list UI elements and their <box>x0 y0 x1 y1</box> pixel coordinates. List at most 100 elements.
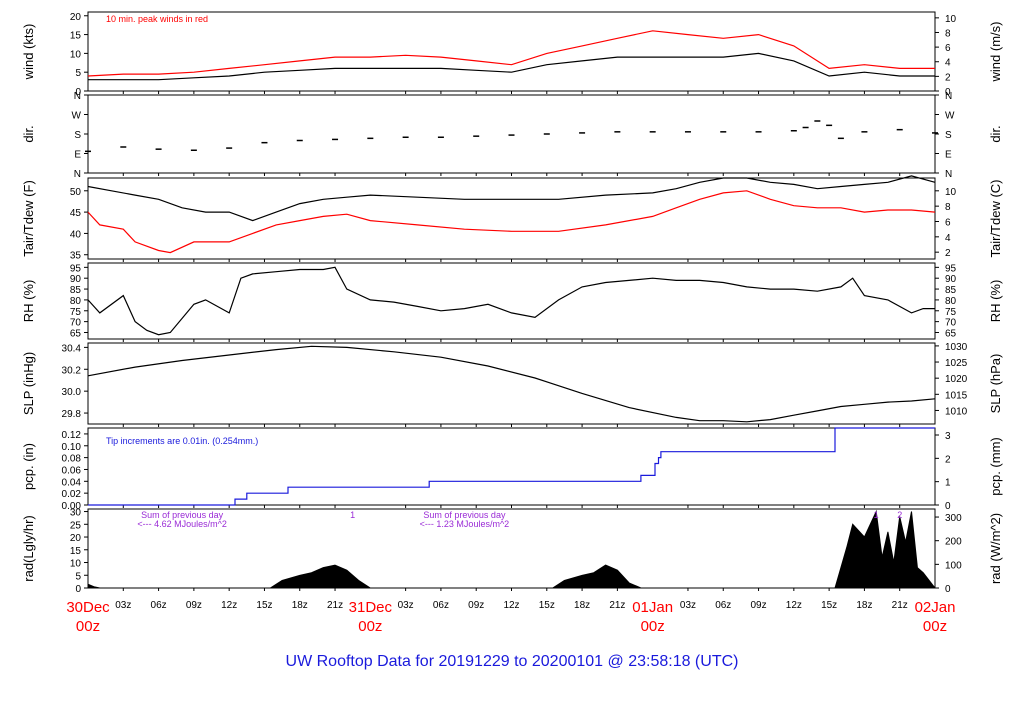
x-tick-label: 12z <box>503 600 519 611</box>
right-tick-label: 1030 <box>945 342 968 353</box>
right-tick-label: E <box>945 150 952 161</box>
left-tick-label: 20 <box>70 533 82 544</box>
series-wind-1 <box>87 30 935 77</box>
left-tick-label: 30 <box>70 508 82 519</box>
series-wind-0 <box>88 52 935 81</box>
left-tick-label: 0.00 <box>62 501 82 512</box>
right-tick-label: 0 <box>945 584 951 595</box>
left-tick-label: E <box>74 150 81 161</box>
left-tick-label: 0.10 <box>62 442 82 453</box>
left-tick-label: 0.04 <box>62 477 82 488</box>
x-tick-label: 03z <box>398 600 414 611</box>
ylabel-left: pcp. (in) <box>21 443 36 490</box>
left-tick-label: 80 <box>70 296 82 307</box>
right-tick-label: 1025 <box>945 358 968 369</box>
panel-frame <box>87 262 936 340</box>
x-tick-label: 21z <box>609 600 625 611</box>
right-tick-label: 65 <box>945 328 957 339</box>
left-tick-label: 0.12 <box>62 430 82 441</box>
day-date-label: 30Dec <box>66 599 110 616</box>
day-time-label: 00z <box>358 618 382 635</box>
x-tick-label: 09z <box>468 600 484 611</box>
right-tick-label: 6 <box>945 43 951 54</box>
right-tick-label: 2 <box>945 248 951 259</box>
left-tick-label: 75 <box>70 307 82 318</box>
right-tick-label: 4 <box>945 233 951 244</box>
left-tick-label: 45 <box>70 208 82 219</box>
left-tick-label: 5 <box>75 68 81 79</box>
x-tick-label: 09z <box>750 600 766 611</box>
left-tick-label: 15 <box>70 31 82 42</box>
day-time-label: 00z <box>76 618 100 635</box>
rad-annotation: <--- 1.23 MJoules/m^2 <box>420 519 510 529</box>
panel-pcp: 0.000.020.040.060.080.100.12 0 1 2 3 pcp. (in… <box>21 427 1003 512</box>
left-tick-label: 0.06 <box>62 465 82 476</box>
right-tick-label: 1015 <box>945 390 968 401</box>
x-tick-label: 09z <box>186 600 202 611</box>
left-tick-label: 85 <box>70 285 82 296</box>
right-tick-label: 0 <box>945 87 951 98</box>
x-tick-label: 15z <box>821 600 837 611</box>
left-tick-label: 0.08 <box>62 454 82 465</box>
left-tick-label: 25 <box>70 520 82 531</box>
panel-temp: 35 40 45 50 2 4 6 8 10 Tair/Tdew (F) Tair/Tdew (C) <box>21 175 1003 262</box>
ylabel-left: dir. <box>21 125 36 142</box>
x-tick-label: 18z <box>856 600 872 611</box>
right-tick-label: 85 <box>945 285 957 296</box>
page-title: UW Rooftop Data for 20191229 to 20200101… <box>286 653 739 670</box>
x-tick-label: 03z <box>115 600 131 611</box>
left-tick-label: 30.0 <box>62 387 82 398</box>
series-rad <box>87 509 937 589</box>
day-date-label: 31Dec <box>349 599 393 616</box>
ylabel-right: pcp. (mm) <box>988 437 1003 496</box>
left-tick-label: 29.8 <box>62 409 82 420</box>
ylabel-right: Tair/Tdew (C) <box>988 179 1003 257</box>
ylabel-right: rad (W/m^2) <box>988 513 1003 584</box>
right-tick-label: 2 <box>945 454 951 465</box>
series-temp-1 <box>87 190 936 254</box>
left-tick-label: 0.02 <box>62 489 82 500</box>
left-tick-label: 0 <box>75 87 81 98</box>
right-tick-label: 1010 <box>945 406 968 417</box>
left-tick-label: 90 <box>70 274 82 285</box>
left-tick-label: 95 <box>70 263 82 274</box>
x-tick-label: 21z <box>327 600 343 611</box>
panel-slp: 29.8 30.0 30.2 30.4 1010 1015 1020 1025 1030 SLP … <box>21 342 1003 427</box>
series-rh-0 <box>87 266 935 336</box>
right-tick-label: 300 <box>945 513 962 524</box>
left-tick-label: N <box>74 169 81 180</box>
right-tick-label: 8 <box>945 28 951 39</box>
day-date-label: 01Jan <box>632 599 673 616</box>
left-tick-label: 20 <box>70 12 82 23</box>
series-pcp-0 <box>88 427 935 506</box>
series-temp-0 <box>87 175 936 222</box>
x-tick-label: 21z <box>892 600 908 611</box>
ylabel-right: SLP (hPa) <box>988 354 1003 414</box>
right-tick-label: 6 <box>945 217 951 228</box>
right-tick-label: 3 <box>945 431 951 442</box>
x-tick-label: 15z <box>539 600 555 611</box>
right-tick-label: W <box>945 111 955 122</box>
left-tick-label: 35 <box>70 251 82 262</box>
right-tick-label: 10 <box>945 14 957 25</box>
ylabel-left: RH (%) <box>21 280 36 323</box>
left-tick-label: S <box>74 130 81 141</box>
left-tick-label: 50 <box>70 187 82 198</box>
x-axis: 03z 06z 09z 12z 15z 18z 21z 03z 06z 09z 12z 15z 18z 2… <box>66 599 955 635</box>
left-tick-label: 65 <box>70 328 82 339</box>
panel-frame <box>87 177 936 260</box>
left-tick-label: 15 <box>70 546 82 557</box>
right-tick-label: N <box>945 91 952 102</box>
left-tick-label: 10 <box>70 49 82 60</box>
series-slp-0 <box>87 345 936 423</box>
left-tick-label: 30.4 <box>62 343 82 354</box>
ylabel-left: rad(Lgly/hr) <box>21 515 36 581</box>
right-tick-label: 10 <box>945 187 957 198</box>
right-tick-label: 90 <box>945 274 957 285</box>
left-tick-label: 30.2 <box>62 365 82 376</box>
right-tick-label: S <box>945 130 952 141</box>
